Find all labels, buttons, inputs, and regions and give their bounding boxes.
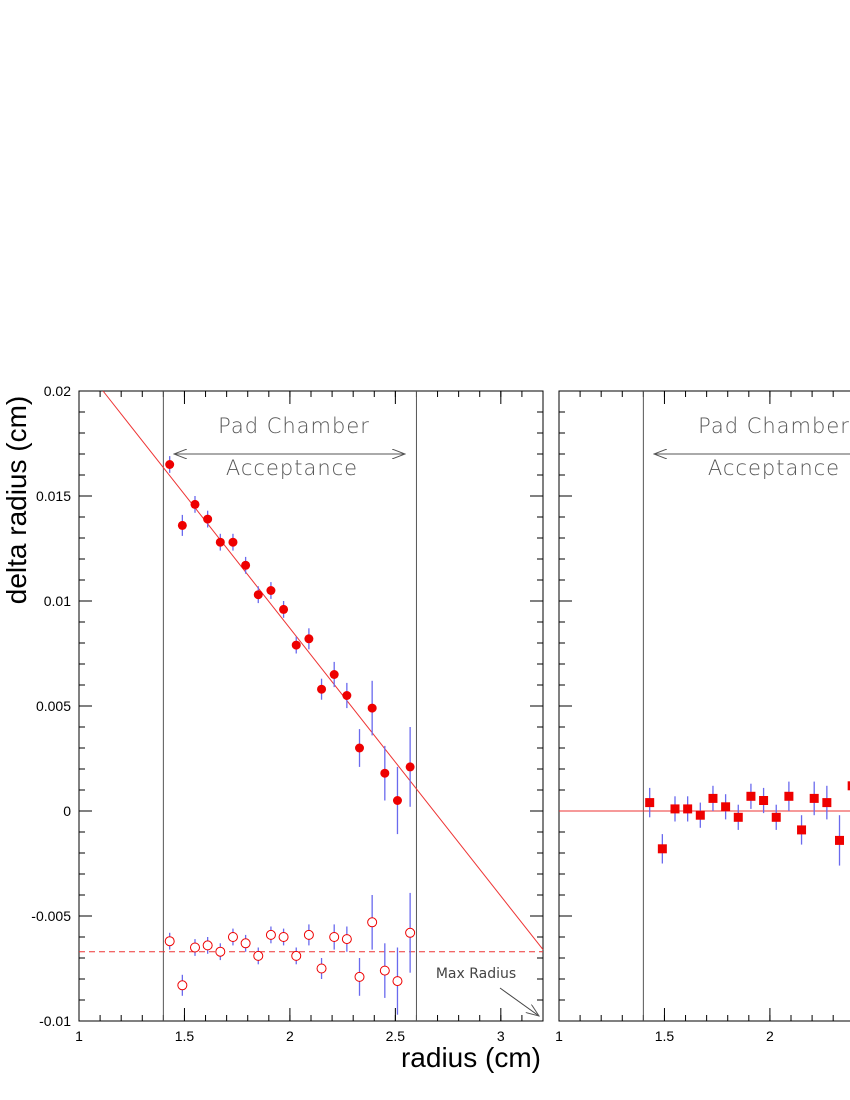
x-tick-label: 3 bbox=[497, 1028, 505, 1044]
data-point bbox=[266, 586, 276, 595]
data-point bbox=[380, 768, 390, 778]
data-point bbox=[240, 938, 251, 949]
data-point bbox=[165, 460, 175, 469]
data-point bbox=[215, 946, 226, 957]
arrow bbox=[499, 987, 539, 1016]
data-point bbox=[215, 537, 225, 547]
plot-layer: -0.01 -0.005 0 0.005 0.01 0.015 0.02 1 1.5 2 2.5 3 1… bbox=[31, 383, 850, 1044]
data-point bbox=[227, 932, 238, 942]
data-point bbox=[177, 520, 187, 530]
data-point bbox=[657, 844, 667, 854]
data-point bbox=[278, 932, 289, 942]
x-tick-label: 1.5 bbox=[655, 1028, 675, 1044]
data-point bbox=[279, 604, 289, 614]
y-tick-label: 0.005 bbox=[36, 698, 71, 714]
data-point bbox=[354, 971, 365, 982]
data-point bbox=[253, 590, 263, 600]
annotation: Pad Chamber bbox=[218, 414, 370, 438]
x-tick-label: 1 bbox=[75, 1028, 83, 1044]
plot-frame bbox=[558, 390, 850, 1022]
data-point bbox=[733, 812, 743, 822]
data-point bbox=[392, 976, 403, 987]
data-point bbox=[367, 917, 378, 928]
data-point bbox=[405, 762, 415, 772]
data-point bbox=[241, 560, 251, 570]
y-tick-label: -0.005 bbox=[31, 908, 71, 924]
data-point bbox=[670, 804, 680, 814]
data-point bbox=[797, 825, 807, 835]
data-point bbox=[317, 684, 327, 694]
annotation: Acceptance bbox=[226, 456, 358, 480]
y-tick-label: 0 bbox=[63, 803, 71, 819]
data-point bbox=[203, 514, 213, 524]
data-point bbox=[822, 798, 832, 808]
data-point bbox=[771, 812, 781, 822]
data-point bbox=[202, 940, 213, 951]
data-point bbox=[291, 640, 301, 650]
data-point bbox=[316, 963, 327, 974]
y-tick-label: 0.02 bbox=[44, 383, 71, 399]
data-point bbox=[809, 793, 819, 803]
data-point bbox=[253, 950, 264, 961]
y-tick-label: -0.01 bbox=[39, 1013, 71, 1029]
data-point bbox=[367, 703, 377, 713]
data-point bbox=[695, 810, 705, 820]
data-point bbox=[784, 791, 794, 801]
data-point bbox=[177, 980, 188, 991]
x-tick-label: 2 bbox=[766, 1028, 774, 1044]
data-point bbox=[835, 835, 845, 845]
data-point bbox=[847, 781, 850, 791]
x-axis-label: radius (cm) bbox=[401, 1042, 541, 1073]
data-point bbox=[341, 934, 352, 945]
y-axis-label: delta radius (cm) bbox=[1, 396, 32, 605]
x-tick-label: 1 bbox=[555, 1028, 563, 1044]
data-point bbox=[645, 798, 655, 808]
data-point bbox=[303, 929, 314, 940]
data-point bbox=[329, 932, 340, 942]
data-point bbox=[355, 743, 365, 753]
plot-frame bbox=[78, 390, 544, 1022]
annotation: Acceptance bbox=[708, 456, 840, 480]
data-point bbox=[405, 927, 416, 938]
data-point bbox=[265, 929, 276, 940]
data-point bbox=[291, 950, 302, 961]
data-point bbox=[342, 691, 352, 700]
data-point bbox=[392, 796, 402, 805]
x-tick-label: 2.5 bbox=[386, 1028, 406, 1044]
data-point bbox=[190, 499, 200, 509]
x-tick-label: 2 bbox=[286, 1028, 294, 1044]
fit-line bbox=[102, 390, 544, 950]
data-point bbox=[379, 965, 390, 976]
data-point bbox=[721, 802, 731, 812]
annotation: Max Radius bbox=[436, 966, 516, 982]
data-point bbox=[164, 936, 175, 947]
y-tick-label: 0.01 bbox=[44, 593, 71, 609]
data-point bbox=[304, 634, 314, 644]
data-point bbox=[683, 804, 693, 814]
annotation: Pad Chamber bbox=[698, 414, 850, 438]
data-point bbox=[759, 796, 769, 805]
x-tick-label: 1.5 bbox=[175, 1028, 195, 1044]
data-point bbox=[746, 791, 756, 801]
y-tick-label: 0.015 bbox=[36, 488, 71, 504]
data-point bbox=[190, 942, 200, 953]
data-point bbox=[708, 793, 718, 803]
data-point bbox=[329, 670, 339, 679]
data-point bbox=[228, 537, 238, 547]
